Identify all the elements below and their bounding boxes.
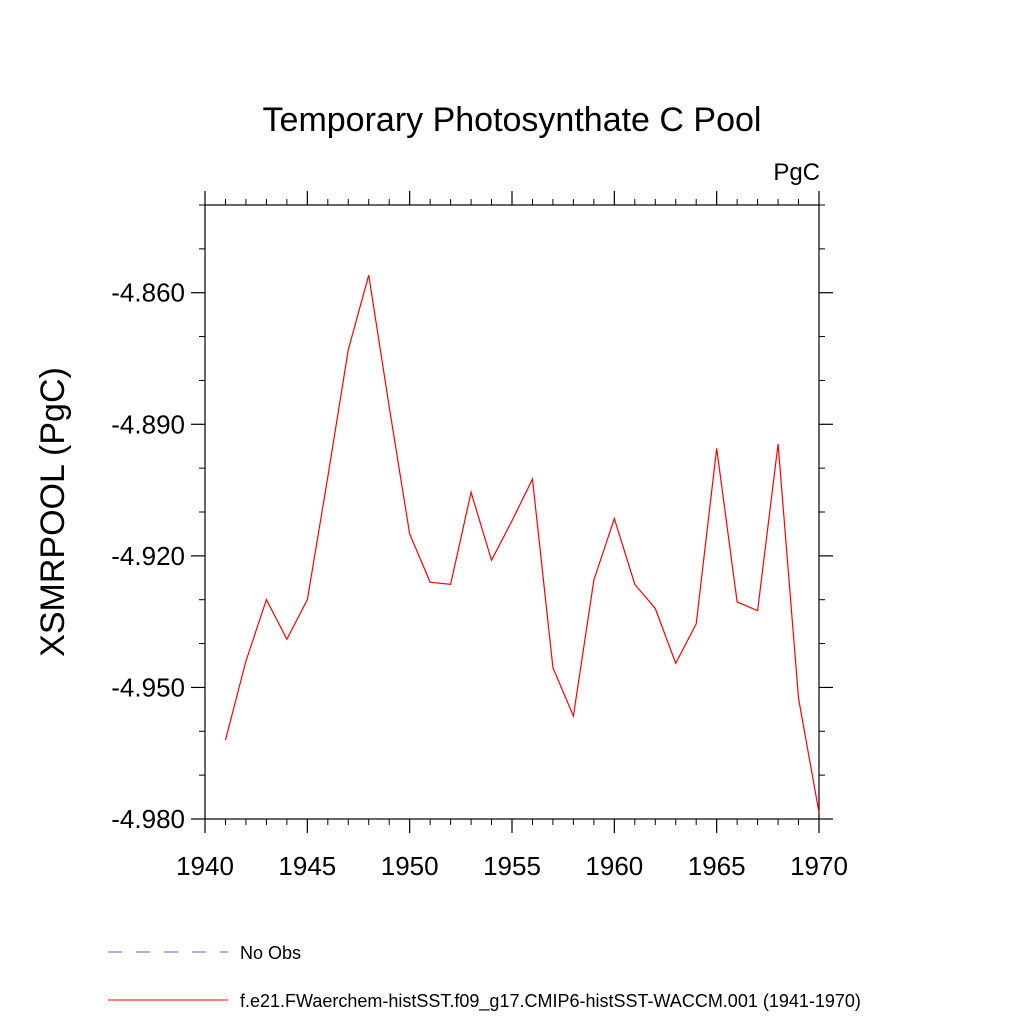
y-axis-label: XSMRPOOL (PgC) [34, 367, 72, 657]
y-tick-label: -4.980 [111, 804, 185, 834]
x-tick-label: 1940 [176, 851, 234, 881]
x-tick-label: 1950 [381, 851, 439, 881]
y-tick-label: -4.920 [111, 541, 185, 571]
legend-label-1: f.e21.FWaerchem-histSST.f09_g17.CMIP6-hi… [240, 991, 861, 1012]
y-tick-label: -4.860 [111, 278, 185, 308]
x-tick-label: 1970 [790, 851, 848, 881]
units-label: PgC [773, 159, 820, 186]
plot-frame [204, 204, 820, 820]
series-line-1 [224, 275, 820, 813]
axis-ticks [191, 191, 833, 833]
x-tick-label: 1965 [688, 851, 746, 881]
chart-title: Temporary Photosynthate C Pool [263, 101, 762, 139]
x-tick-label: 1955 [483, 851, 541, 881]
legend: No Obs f.e21.FWaerchem-histSST.f09_g17.CM… [108, 943, 861, 1012]
y-tick-label: -4.950 [111, 672, 185, 702]
x-tick-label: 1945 [278, 851, 336, 881]
y-tick-label: -4.890 [111, 409, 185, 439]
axis-tick-labels: 1940 1945 1950 1955 1960 1965 1970 -4.860 -4.890… [111, 278, 848, 881]
legend-label-0: No Obs [240, 943, 301, 963]
x-tick-label: 1960 [585, 851, 643, 881]
series-layer [224, 275, 820, 813]
